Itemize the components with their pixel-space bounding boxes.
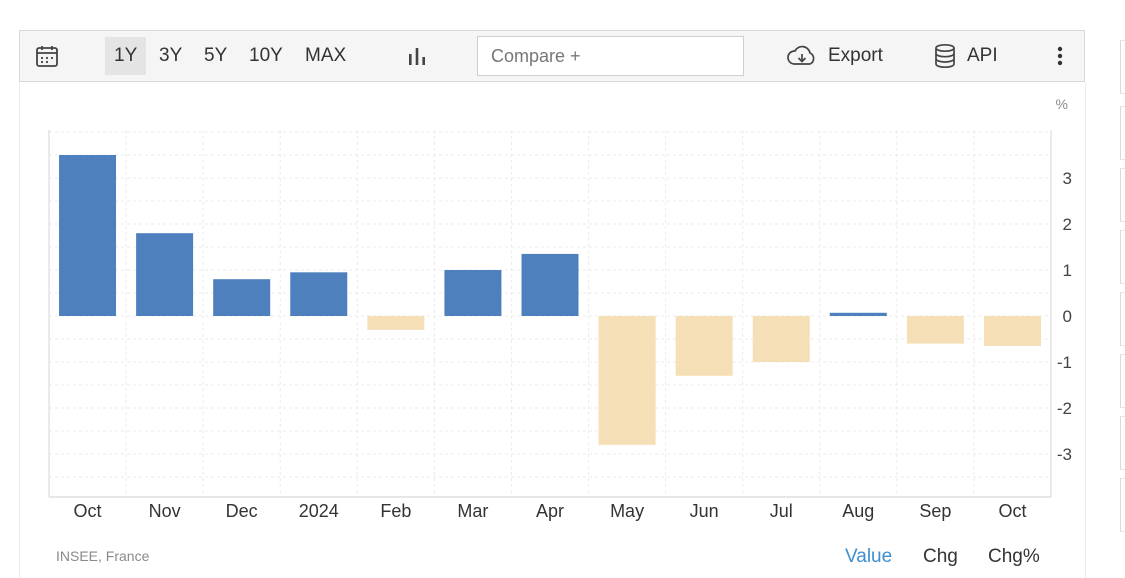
bar-3[interactable] xyxy=(290,272,348,316)
api-label: API xyxy=(967,45,998,66)
chart-bars xyxy=(59,155,1041,445)
bar-8[interactable] xyxy=(675,316,733,376)
side-panel-row xyxy=(1120,40,1125,94)
bar-5[interactable] xyxy=(444,270,502,316)
export-label: Export xyxy=(828,45,883,66)
side-panel-row xyxy=(1120,230,1125,284)
y-tick-label: 3 xyxy=(1063,169,1072,188)
y-tick-label: 2 xyxy=(1063,215,1072,234)
vertical-ellipsis-icon[interactable] xyxy=(1050,31,1070,81)
x-tick-label: Jun xyxy=(690,501,719,521)
x-tick-label: Jul xyxy=(770,501,793,521)
range-5y-button[interactable]: 5Y xyxy=(204,45,228,66)
bar-12[interactable] xyxy=(983,316,1041,346)
x-tick-label: Oct xyxy=(74,501,102,521)
tab-chg[interactable]: Chg xyxy=(923,546,958,567)
tab-chg-percent[interactable]: Chg% xyxy=(988,546,1040,567)
export-button[interactable]: Export xyxy=(786,31,896,81)
bar-2[interactable] xyxy=(213,279,271,316)
card-right-edge xyxy=(1085,82,1086,578)
cloud-download-icon xyxy=(786,45,818,67)
bar-7[interactable] xyxy=(598,316,656,445)
bar-chart-icon[interactable] xyxy=(405,31,429,81)
range-3y-button[interactable]: 3Y xyxy=(159,45,183,66)
bar-10[interactable] xyxy=(829,312,887,316)
x-tick-label: Aug xyxy=(842,501,874,521)
api-button[interactable]: API xyxy=(933,31,1003,81)
side-panel-row xyxy=(1120,478,1125,532)
x-tick-label: Mar xyxy=(457,501,488,521)
side-panel-row xyxy=(1120,106,1125,160)
y-tick-label: 1 xyxy=(1063,261,1072,280)
range-max-button[interactable]: MAX xyxy=(305,45,347,66)
x-tick-label: Apr xyxy=(536,501,564,521)
y-tick-label: -3 xyxy=(1057,445,1072,464)
bar-9[interactable] xyxy=(752,316,810,362)
y-tick-label: -2 xyxy=(1057,399,1072,418)
x-tick-label: Dec xyxy=(226,501,258,521)
bar-6[interactable] xyxy=(521,253,579,316)
range-10y-button[interactable]: 10Y xyxy=(249,45,283,66)
y-unit-label: % xyxy=(1056,96,1068,112)
side-panel-row xyxy=(1120,292,1125,346)
bar-11[interactable] xyxy=(906,316,964,344)
database-icon xyxy=(933,43,957,69)
x-tick-label: May xyxy=(610,501,644,521)
chart-frame xyxy=(48,130,1052,498)
tab-value[interactable]: Value xyxy=(845,546,893,567)
chart-toolbar: 1Y 3Y 5Y 10Y MAX Export xyxy=(19,30,1085,82)
x-tick-label: Sep xyxy=(919,501,951,521)
compare-input[interactable] xyxy=(477,36,744,76)
right-side-panel xyxy=(1112,0,1125,578)
side-panel-row xyxy=(1120,354,1125,408)
side-panel-row xyxy=(1120,168,1125,222)
calendar-icon[interactable] xyxy=(32,31,62,81)
x-tick-label: Nov xyxy=(149,501,181,521)
data-source-label: INSEE, France xyxy=(56,548,150,564)
bar-4[interactable] xyxy=(367,316,425,330)
bar-1[interactable] xyxy=(136,233,194,316)
chart-axis-labels: 3 2 1 0 -1 -2 -3% Oct Nov Dec 2024 Feb Mar Apr May Jun J… xyxy=(74,96,1072,521)
range-1y-button[interactable]: 1Y xyxy=(105,37,147,75)
chart-grid xyxy=(49,130,1051,497)
y-tick-label: 0 xyxy=(1063,307,1072,326)
bar-0[interactable] xyxy=(59,155,117,316)
card-left-edge xyxy=(19,82,20,578)
x-tick-label: 2024 xyxy=(299,501,339,521)
y-tick-label: -1 xyxy=(1057,353,1072,372)
x-tick-label: Oct xyxy=(998,501,1026,521)
side-panel-row xyxy=(1120,416,1125,470)
x-tick-label: Feb xyxy=(380,501,411,521)
